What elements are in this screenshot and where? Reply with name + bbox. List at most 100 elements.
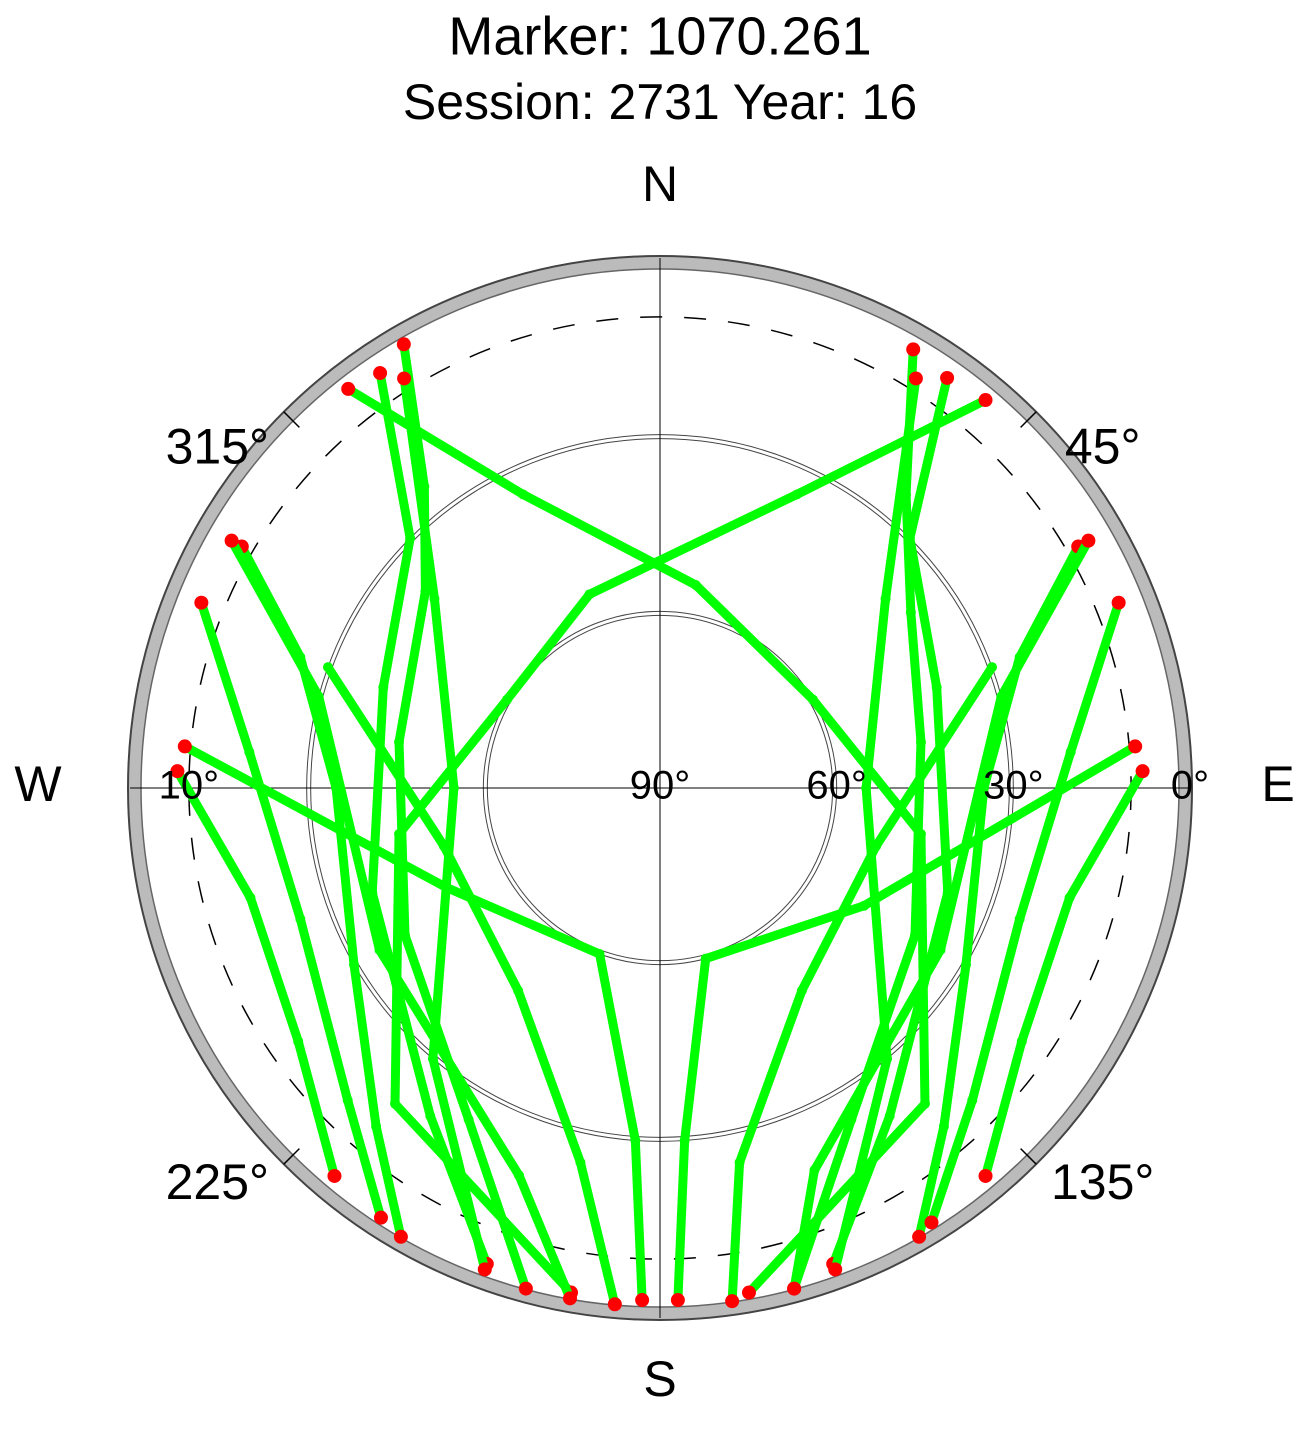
observation: [828, 1262, 843, 1277]
observation: [734, 1157, 745, 1168]
observation: [978, 1168, 993, 1183]
observation: [938, 1121, 949, 1132]
observation: [1111, 595, 1126, 610]
observation: [342, 1095, 353, 1106]
observation: [791, 489, 802, 500]
observation: [463, 1114, 474, 1125]
observation: [373, 1210, 388, 1225]
azimuth-tick: [283, 411, 300, 428]
observation: [996, 691, 1007, 702]
azimuth-tick: [1020, 1148, 1037, 1165]
observation: [978, 393, 993, 408]
observation: [635, 1293, 650, 1308]
observation: [915, 829, 926, 840]
observation: [394, 736, 405, 747]
observation: [1014, 913, 1025, 924]
observation: [427, 1053, 438, 1064]
observation: [313, 691, 324, 702]
observation: [425, 1111, 436, 1122]
observation: [575, 1157, 586, 1168]
observation: [224, 533, 239, 548]
observation: [909, 930, 920, 941]
observation: [594, 949, 605, 960]
observation: [1135, 764, 1150, 779]
observation: [170, 764, 185, 779]
observation: [477, 1262, 492, 1277]
observation: [809, 1165, 820, 1176]
observation: [441, 882, 452, 893]
observation: [630, 1135, 641, 1146]
observation: [563, 1291, 578, 1306]
observation: [796, 985, 807, 996]
observation: [915, 736, 926, 747]
observation: [904, 533, 915, 544]
track: [367, 368, 492, 1269]
observation: [502, 694, 513, 705]
observation: [518, 1281, 533, 1296]
observation: [513, 985, 524, 996]
observation: [861, 783, 872, 793]
observation: [690, 580, 701, 591]
r-tick-label: 60°: [806, 764, 867, 808]
observation: [700, 953, 711, 964]
observation: [396, 337, 411, 352]
observation: [871, 840, 882, 851]
observation: [725, 1294, 740, 1309]
r-tick-label: 90°: [630, 764, 691, 808]
observation: [378, 682, 389, 693]
observation: [924, 1215, 939, 1230]
observation: [448, 783, 459, 793]
observation: [670, 1293, 685, 1308]
observation: [390, 1098, 401, 1109]
observation: [884, 1111, 895, 1122]
observation: [906, 342, 921, 357]
observation: [438, 840, 449, 851]
observation: [905, 607, 916, 618]
observation: [405, 533, 416, 544]
track: [172, 766, 339, 1181]
observation: [908, 371, 923, 386]
observation: [245, 892, 256, 903]
azimuth-label: W: [14, 756, 62, 812]
observation: [514, 1170, 525, 1181]
observation: [1016, 1036, 1027, 1047]
observation: [518, 489, 529, 500]
observation: [741, 1285, 756, 1300]
r-tick-label: 30°: [983, 764, 1044, 808]
observation: [244, 747, 255, 758]
observation: [293, 1036, 304, 1047]
observation: [787, 1281, 802, 1296]
azimuth-label: E: [1261, 756, 1294, 812]
observation: [858, 900, 869, 911]
observation: [880, 593, 891, 604]
observation: [1064, 892, 1075, 903]
observation: [373, 366, 388, 381]
observation: [400, 930, 411, 941]
observation: [931, 682, 942, 693]
observation: [679, 1135, 690, 1146]
observation: [912, 1229, 927, 1244]
observation: [987, 662, 998, 673]
observation: [327, 1168, 342, 1183]
azimuth-label: S: [643, 1351, 676, 1407]
observation: [341, 381, 356, 396]
azimuth-label: 315°: [166, 419, 269, 475]
observation: [584, 589, 595, 600]
cutoff-label: 10°: [159, 764, 220, 808]
azimuth-tick: [1020, 411, 1037, 428]
observation: [420, 586, 431, 597]
plot: [130, 258, 1190, 1318]
observation: [322, 662, 333, 673]
observation: [1065, 747, 1076, 758]
observation: [194, 595, 209, 610]
observation: [397, 371, 412, 386]
observation: [295, 913, 306, 924]
azimuth-label: 45°: [1065, 419, 1141, 475]
observation: [919, 1098, 930, 1109]
r-tick-label: 0°: [1171, 764, 1209, 808]
observation: [1128, 739, 1143, 754]
observation: [940, 370, 955, 385]
track: [981, 766, 1148, 1181]
